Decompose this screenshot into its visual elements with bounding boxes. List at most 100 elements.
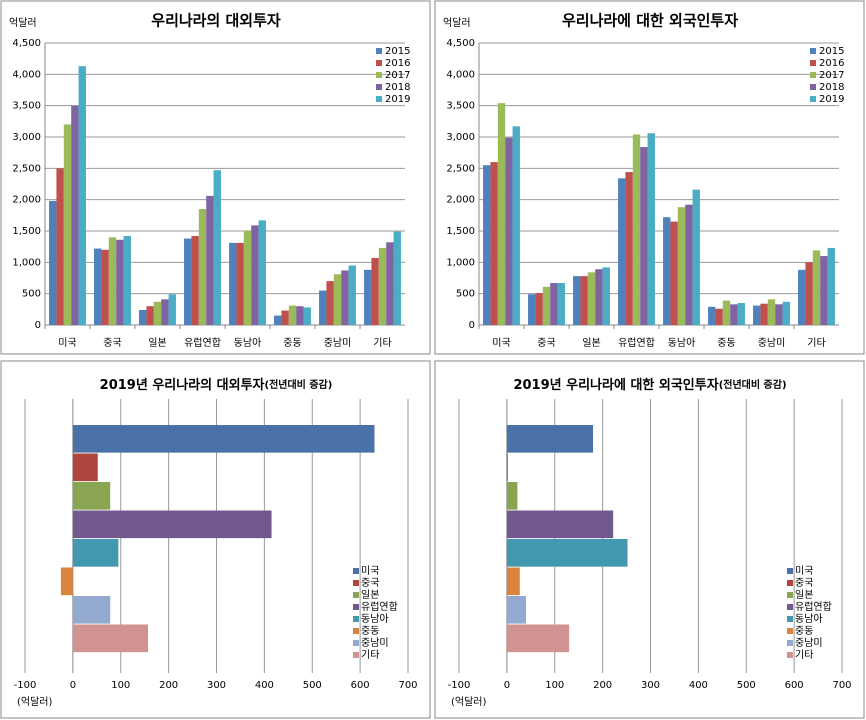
bar <box>281 310 289 325</box>
y-tick-label: 4,500 <box>12 38 41 49</box>
bar <box>535 293 543 325</box>
x-tick-label: -100 <box>14 680 37 691</box>
x-tick-label: 600 <box>351 680 370 691</box>
x-tick-label: 일본 <box>582 337 600 349</box>
bar <box>587 272 596 325</box>
bar <box>805 262 813 325</box>
axis-label: (억달러) <box>17 696 53 708</box>
legend-swatch <box>376 60 382 66</box>
y-tick-label: 1,500 <box>12 226 41 237</box>
bar <box>393 231 401 325</box>
legend-swatch <box>353 580 359 586</box>
bar <box>640 147 648 325</box>
bar <box>72 539 119 567</box>
y-tick-label: 4,500 <box>446 38 475 49</box>
legend-label: 중남미 <box>795 637 823 649</box>
bar <box>632 134 641 325</box>
bar <box>647 133 655 325</box>
y-tick-label: 4,000 <box>12 69 41 80</box>
legend-label: 중국 <box>795 577 813 589</box>
bar <box>341 270 349 325</box>
bar <box>274 315 282 325</box>
x-tick-label: 300 <box>207 680 226 691</box>
bar <box>72 453 98 482</box>
legend-swatch <box>787 580 793 586</box>
legend-label: 유럽연합 <box>361 601 398 613</box>
x-tick-label: 100 <box>111 680 130 691</box>
axis-label: 억달러 <box>443 17 471 29</box>
bar <box>63 124 72 325</box>
x-tick-label: 700 <box>832 680 851 691</box>
x-tick-label: 중동 <box>717 337 735 349</box>
x-tick-label: 동남아 <box>234 337 262 349</box>
bar <box>191 236 199 325</box>
chart-panel: 2019년 우리나라에 대한 외국인투자(전년대비 증감) (억달러) -100 0 1… <box>434 360 865 719</box>
bar <box>573 276 581 325</box>
legend-label: 중국 <box>361 577 379 589</box>
bar <box>108 237 117 325</box>
x-tick-label: 700 <box>398 680 417 691</box>
chart-title: 2019년 우리나라에 대한 외국인투자(전년대비 증감) <box>513 377 786 393</box>
bar <box>213 170 221 325</box>
bar <box>206 195 214 325</box>
legend-swatch <box>353 616 359 622</box>
bar <box>685 204 693 325</box>
y-tick-label: 2,000 <box>446 195 475 206</box>
title-main: 2019년 우리나라에 대한 외국인투자 <box>513 377 718 393</box>
bar <box>229 242 237 325</box>
x-tick-label: 600 <box>785 680 804 691</box>
legend-swatch <box>353 568 359 574</box>
chart-panel: 우리나라의 대외투자 억달러 0 500 1,000 1,500 2,000 2,500 3,0… <box>0 0 431 355</box>
bar <box>506 482 518 510</box>
y-tick-label: 500 <box>22 289 41 300</box>
bar <box>153 301 162 325</box>
x-tick-label: 400 <box>689 680 708 691</box>
bar <box>296 306 304 325</box>
bar <box>184 238 192 325</box>
bar <box>319 290 327 325</box>
legend-swatch <box>353 652 359 658</box>
bar <box>506 453 508 482</box>
chart-title: 2019년 우리나라의 대외투자(전년대비 증감) <box>100 377 333 393</box>
panel-border <box>0 360 431 719</box>
bar <box>490 162 498 325</box>
subtitle: (전년대비 증감) <box>719 378 787 391</box>
bar <box>602 267 610 325</box>
bar <box>708 306 716 325</box>
legend-swatch <box>376 84 382 90</box>
legend-label: 미국 <box>795 565 813 577</box>
x-tick-label: 0 <box>504 680 510 691</box>
bar <box>78 66 86 325</box>
y-tick-label: 4,000 <box>446 69 475 80</box>
chart-panel: 2019년 우리나라의 대외투자(전년대비 증감) (억달러) -100 0 100 20… <box>0 360 431 719</box>
legend-label: 2016 <box>819 58 844 69</box>
legend-label: 2018 <box>819 82 844 93</box>
chart-title: 우리나라의 대외투자 <box>151 12 281 30</box>
bar <box>497 103 506 325</box>
bar <box>123 236 131 325</box>
legend-label: 2015 <box>819 46 844 57</box>
bar <box>782 301 790 325</box>
axis-label: (억달러) <box>451 696 487 708</box>
legend-label: 중동 <box>361 625 379 637</box>
legend-swatch <box>353 592 359 598</box>
x-tick-label: 유럽연합 <box>618 337 655 349</box>
legend-swatch <box>810 48 816 54</box>
x-tick-label: 100 <box>545 680 564 691</box>
bar <box>506 425 594 453</box>
legend-label: 유럽연합 <box>795 601 832 613</box>
bar <box>348 265 356 325</box>
bar <box>827 247 835 325</box>
legend-swatch <box>376 48 382 54</box>
bar <box>767 299 776 325</box>
y-tick-label: 1,000 <box>12 257 41 268</box>
bar <box>72 482 111 510</box>
y-tick-label: 2,500 <box>446 163 475 174</box>
x-tick-label: 500 <box>737 680 756 691</box>
x-tick-label: 중남미 <box>758 337 786 349</box>
legend-swatch <box>376 96 382 102</box>
legend-label: 2018 <box>385 82 410 93</box>
bar <box>506 624 570 653</box>
bar <box>625 172 633 325</box>
legend-swatch <box>787 628 793 634</box>
